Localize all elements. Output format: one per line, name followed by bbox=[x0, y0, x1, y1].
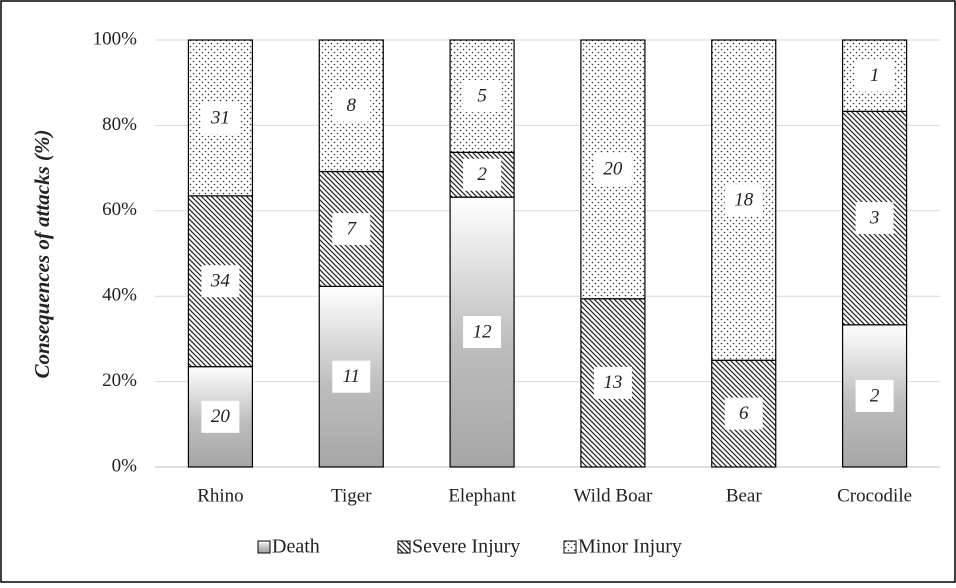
label-box bbox=[724, 397, 763, 430]
label-box bbox=[593, 366, 632, 399]
label-box bbox=[463, 316, 502, 349]
x-tick-label: Tiger bbox=[331, 485, 372, 506]
data-label: 6 bbox=[739, 403, 749, 424]
y-tick-label: 60% bbox=[102, 199, 137, 220]
bar-segment bbox=[449, 39, 515, 153]
y-tick-label: 80% bbox=[102, 114, 137, 135]
label-box bbox=[463, 80, 502, 113]
data-label: 34 bbox=[210, 271, 231, 292]
data-label: 2 bbox=[870, 385, 880, 406]
data-label: 11 bbox=[342, 366, 360, 387]
label-box bbox=[201, 101, 240, 134]
legend-label: Severe Injury bbox=[412, 536, 520, 558]
y-tick-label: 100% bbox=[93, 28, 138, 49]
label-box bbox=[855, 379, 894, 412]
legend-label: Minor Injury bbox=[578, 536, 682, 558]
y-tick-label: 20% bbox=[102, 370, 137, 391]
data-label: 20 bbox=[603, 159, 623, 180]
data-label: 3 bbox=[869, 207, 880, 228]
label-box bbox=[201, 400, 240, 433]
x-tick-label: Bear bbox=[726, 485, 763, 506]
y-tick-label: 40% bbox=[102, 285, 137, 306]
label-box bbox=[855, 202, 894, 235]
data-label: 5 bbox=[477, 86, 487, 107]
data-label: 2 bbox=[477, 164, 487, 185]
label-box bbox=[332, 89, 371, 122]
x-tick-label: Rhino bbox=[197, 485, 243, 506]
x-tick-label: Wild Boar bbox=[573, 485, 653, 506]
y-tick-label: 0% bbox=[112, 455, 138, 476]
data-label: 18 bbox=[734, 189, 754, 210]
data-label: 8 bbox=[347, 95, 357, 116]
legend-swatch bbox=[257, 540, 271, 554]
data-label: 20 bbox=[211, 406, 231, 427]
data-label: 7 bbox=[347, 218, 358, 239]
label-box bbox=[463, 158, 502, 191]
data-label: 1 bbox=[870, 65, 880, 86]
legend-label: Death bbox=[272, 536, 320, 558]
label-box bbox=[593, 153, 632, 186]
label-box bbox=[332, 212, 371, 245]
label-box bbox=[724, 184, 763, 217]
data-label: 31 bbox=[210, 107, 230, 128]
label-box bbox=[332, 360, 371, 393]
legend-swatch bbox=[397, 540, 411, 554]
label-box bbox=[201, 265, 240, 298]
label-box bbox=[855, 59, 894, 92]
data-label: 13 bbox=[603, 372, 622, 393]
data-label: 12 bbox=[473, 321, 493, 342]
x-tick-label: Crocodile bbox=[837, 485, 912, 506]
legend-swatch bbox=[563, 540, 577, 554]
x-tick-label: Elephant bbox=[448, 485, 516, 506]
y-axis-label: Consequences of attacks (%) bbox=[30, 129, 54, 378]
